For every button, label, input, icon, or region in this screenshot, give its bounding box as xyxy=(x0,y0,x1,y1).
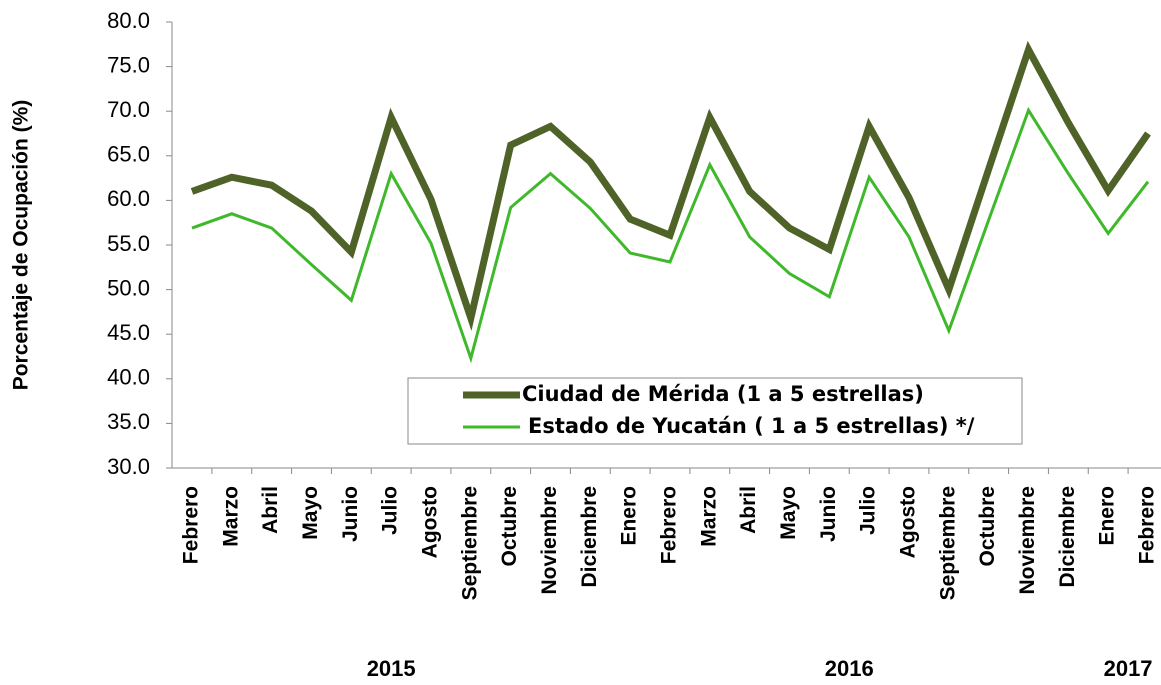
x-tick-label: Enero xyxy=(618,486,641,546)
y-tick-label: 40.0 xyxy=(107,365,150,390)
x-tick-label: Julio xyxy=(379,486,402,535)
x-tick-label: Septiembre xyxy=(458,486,481,600)
x-tick-label: Abril xyxy=(259,486,282,534)
y-tick-label: 80.0 xyxy=(107,8,150,33)
x-tick-label: Septiembre xyxy=(936,486,959,600)
x-tick-label: Enero xyxy=(1096,486,1119,546)
series-line xyxy=(191,106,1150,364)
x-tick-label: Marzo xyxy=(697,486,720,547)
x-tick-label: Noviembre xyxy=(538,486,561,595)
year-label: 2016 xyxy=(825,656,874,681)
legend-label: Estado de Yucatán ( 1 a 5 estrellas) */ xyxy=(528,414,975,438)
legend-label: Ciudad de Mérida (1 a 5 estrellas) xyxy=(522,382,924,406)
x-tick-label: Febrero xyxy=(658,486,681,564)
x-tick-label: Junio xyxy=(339,486,362,542)
y-tick-label: 55.0 xyxy=(107,231,150,256)
legend-box xyxy=(407,377,1023,445)
year-label: 2017 xyxy=(1104,656,1153,681)
y-tick-label: 70.0 xyxy=(107,97,150,122)
y-tick-label: 35.0 xyxy=(107,409,150,434)
x-tick-label: Diciembre xyxy=(578,486,601,588)
x-tick-label: Mayo xyxy=(777,486,800,540)
y-tick-label: 60.0 xyxy=(107,186,150,211)
x-tick-label: Abril xyxy=(737,486,760,534)
year-label: 2015 xyxy=(367,656,416,681)
x-tick-label: Junio xyxy=(817,486,840,542)
x-tick-label: Octubre xyxy=(498,486,521,567)
y-tick-label: 45.0 xyxy=(107,320,150,345)
x-tick-label: Mayo xyxy=(299,486,322,540)
x-tick-label: Agosto xyxy=(897,486,920,558)
series-line xyxy=(190,40,1151,332)
x-tick-label: Noviembre xyxy=(1016,486,1039,595)
y-axis-label: Porcentaje de Ocupación (%) xyxy=(10,100,33,391)
x-tick-label: Febrero xyxy=(1136,486,1159,564)
x-tick-label: Julio xyxy=(857,486,880,535)
x-tick-label: Febrero xyxy=(180,486,203,564)
y-tick-label: 75.0 xyxy=(107,52,150,77)
x-tick-label: Marzo xyxy=(219,486,242,547)
x-tick-label: Agosto xyxy=(419,486,442,558)
y-tick-label: 30.0 xyxy=(107,454,150,479)
x-tick-label: Octubre xyxy=(976,486,999,567)
x-tick-label: Diciembre xyxy=(1056,486,1079,588)
y-tick-label: 65.0 xyxy=(107,142,150,167)
y-tick-label: 50.0 xyxy=(107,275,150,300)
